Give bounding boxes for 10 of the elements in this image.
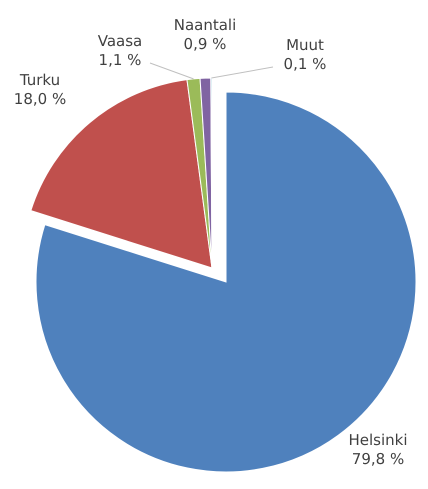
data-label: 18,0 % [14, 90, 66, 108]
slice-label: Vaasa [98, 32, 142, 50]
slice-label: Naantali [174, 16, 236, 34]
data-label: 1,1 % [98, 50, 142, 69]
data-label: 79,8 % [352, 450, 404, 468]
slice-label: Muut [286, 36, 324, 54]
data-label: 0,9 % [184, 34, 226, 53]
slice-label: Helsinki [348, 431, 408, 449]
data-label: 0,1 % [284, 54, 326, 73]
slice-label: Turku [18, 71, 60, 89]
